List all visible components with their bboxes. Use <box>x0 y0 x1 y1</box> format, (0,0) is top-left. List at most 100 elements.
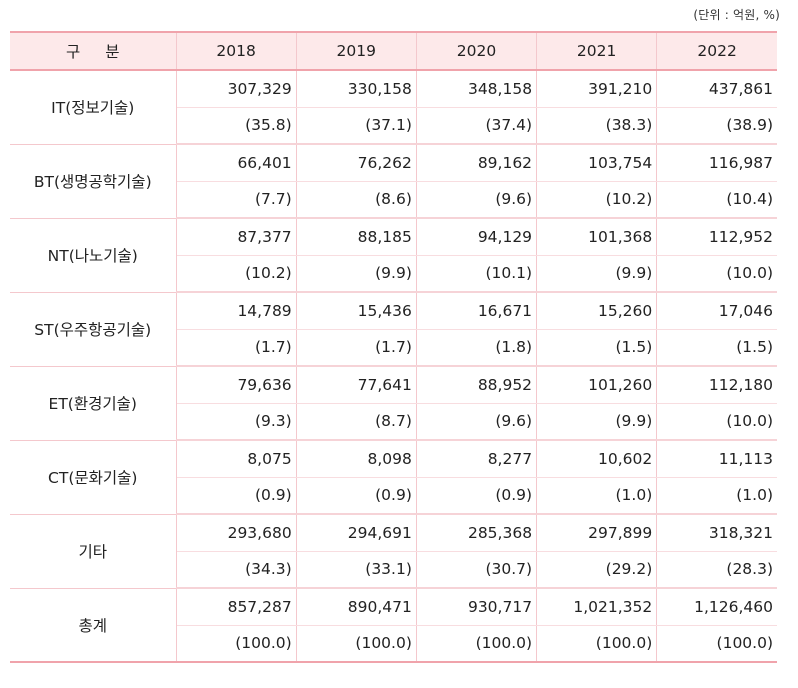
share-cell: (100.0) <box>175 624 297 663</box>
share-cell: (38.9) <box>656 106 777 145</box>
value-cell: 103,754 <box>536 143 658 182</box>
table-row-values: ST(우주항공기술) 14,789 15,436 16,671 15,260 17,046 <box>10 291 777 367</box>
header-year: 2020 <box>415 31 538 71</box>
value-cell: 8,075 <box>175 439 297 478</box>
header-year: 2019 <box>295 31 417 71</box>
share-cell: (1.5) <box>656 328 777 367</box>
value-cell: 66,401 <box>175 143 297 182</box>
share-cell: (9.9) <box>536 402 658 441</box>
value-cell: 294,691 <box>295 513 417 552</box>
share-cell: (1.8) <box>415 328 538 367</box>
value-cell: 348,158 <box>415 69 538 108</box>
value-cell: 88,185 <box>295 217 417 256</box>
table-row-shares: (10.2) (9.9) (10.1) (9.9) (10.0) <box>10 254 777 293</box>
table-row-shares: (0.9) (0.9) (0.9) (1.0) (1.0) <box>10 476 777 515</box>
share-cell: (10.0) <box>656 254 777 293</box>
share-cell: (7.7) <box>175 180 297 219</box>
value-cell: 8,277 <box>415 439 538 478</box>
share-cell: (38.3) <box>536 106 658 145</box>
table-row-values: ET(환경기술) 79,636 77,641 88,952 101,260 112,180 <box>10 365 777 441</box>
value-cell: 293,680 <box>175 513 297 552</box>
share-cell: (0.9) <box>175 476 297 515</box>
header-category: 구 분 <box>10 31 177 71</box>
share-cell: (0.9) <box>295 476 417 515</box>
value-cell: 391,210 <box>536 69 658 108</box>
share-cell: (1.7) <box>175 328 297 367</box>
value-cell: 17,046 <box>656 291 777 330</box>
share-cell: (9.6) <box>415 402 538 441</box>
value-cell: 11,113 <box>656 439 777 478</box>
row-label: IT(정보기술) <box>10 69 177 145</box>
value-cell: 88,952 <box>415 365 538 404</box>
share-cell: (9.6) <box>415 180 538 219</box>
table-body: IT(정보기술) 307,329 330,158 348,158 391,210 437,… <box>10 69 777 663</box>
share-cell: (10.1) <box>415 254 538 293</box>
share-cell: (100.0) <box>536 624 658 663</box>
share-cell: (9.9) <box>536 254 658 293</box>
value-cell: 101,260 <box>536 365 658 404</box>
value-cell: 330,158 <box>295 69 417 108</box>
value-cell: 89,162 <box>415 143 538 182</box>
value-cell: 112,952 <box>656 217 777 256</box>
share-cell: (9.9) <box>295 254 417 293</box>
share-cell: (8.6) <box>295 180 417 219</box>
table-row-shares: (7.7) (8.6) (9.6) (10.2) (10.4) <box>10 180 777 219</box>
share-cell: (29.2) <box>536 550 658 589</box>
row-label: ET(환경기술) <box>10 365 177 441</box>
row-label: NT(나노기술) <box>10 217 177 293</box>
header-year: 2022 <box>656 31 777 71</box>
row-label: BT(생명공학기술) <box>10 143 177 219</box>
share-cell: (1.0) <box>536 476 658 515</box>
share-cell: (1.0) <box>656 476 777 515</box>
value-cell: 76,262 <box>295 143 417 182</box>
share-cell: (100.0) <box>656 624 777 663</box>
share-cell: (30.7) <box>415 550 538 589</box>
value-cell: 14,789 <box>175 291 297 330</box>
value-cell: 101,368 <box>536 217 658 256</box>
table-row-values: 기타 293,680 294,691 285,368 297,899 318,321 <box>10 513 777 589</box>
value-cell: 285,368 <box>415 513 538 552</box>
share-cell: (9.3) <box>175 402 297 441</box>
table-row-values: BT(생명공학기술) 66,401 76,262 89,162 103,754 116,9… <box>10 143 777 219</box>
value-cell: 10,602 <box>536 439 658 478</box>
share-cell: (37.1) <box>295 106 417 145</box>
value-cell: 318,321 <box>656 513 777 552</box>
value-cell: 77,641 <box>295 365 417 404</box>
row-label: CT(문화기술) <box>10 439 177 515</box>
share-cell: (1.7) <box>295 328 417 367</box>
value-cell: 890,471 <box>295 587 417 626</box>
value-cell: 116,987 <box>656 143 777 182</box>
share-cell: (10.2) <box>175 254 297 293</box>
table-row-shares: (1.7) (1.7) (1.8) (1.5) (1.5) <box>10 328 777 367</box>
share-cell: (10.2) <box>536 180 658 219</box>
share-cell: (100.0) <box>295 624 417 663</box>
value-cell: 94,129 <box>415 217 538 256</box>
value-cell: 297,899 <box>536 513 658 552</box>
value-cell: 1,021,352 <box>536 587 658 626</box>
unit-note: (단위 : 억원, %) <box>693 8 780 22</box>
value-cell: 15,436 <box>295 291 417 330</box>
value-cell: 79,636 <box>175 365 297 404</box>
value-cell: 87,377 <box>175 217 297 256</box>
value-cell: 1,126,460 <box>656 587 777 626</box>
row-label: 기타 <box>10 513 177 589</box>
table-row-values: IT(정보기술) 307,329 330,158 348,158 391,210 437,… <box>10 69 777 145</box>
value-cell: 437,861 <box>656 69 777 108</box>
value-cell: 857,287 <box>175 587 297 626</box>
value-cell: 16,671 <box>415 291 538 330</box>
header-row: 구 분 2018 2019 2020 2021 2022 <box>10 31 777 71</box>
table-row-values: NT(나노기술) 87,377 88,185 94,129 101,368 112,952 <box>10 217 777 293</box>
share-cell: (37.4) <box>415 106 538 145</box>
value-cell: 112,180 <box>656 365 777 404</box>
row-label: 총계 <box>10 587 177 663</box>
share-cell: (33.1) <box>295 550 417 589</box>
share-cell: (8.7) <box>295 402 417 441</box>
rd-investment-table: 구 분 2018 2019 2020 2021 2022 IT(정보기술) 307… <box>10 31 777 663</box>
share-cell: (1.5) <box>536 328 658 367</box>
table-row-shares: (100.0) (100.0) (100.0) (100.0) (100.0) <box>10 624 777 663</box>
table-row-shares: (9.3) (8.7) (9.6) (9.9) (10.0) <box>10 402 777 441</box>
share-cell: (34.3) <box>175 550 297 589</box>
table-row-values: 총계 857,287 890,471 930,717 1,021,352 1,126,46… <box>10 587 777 663</box>
value-cell: 8,098 <box>295 439 417 478</box>
value-cell: 930,717 <box>415 587 538 626</box>
